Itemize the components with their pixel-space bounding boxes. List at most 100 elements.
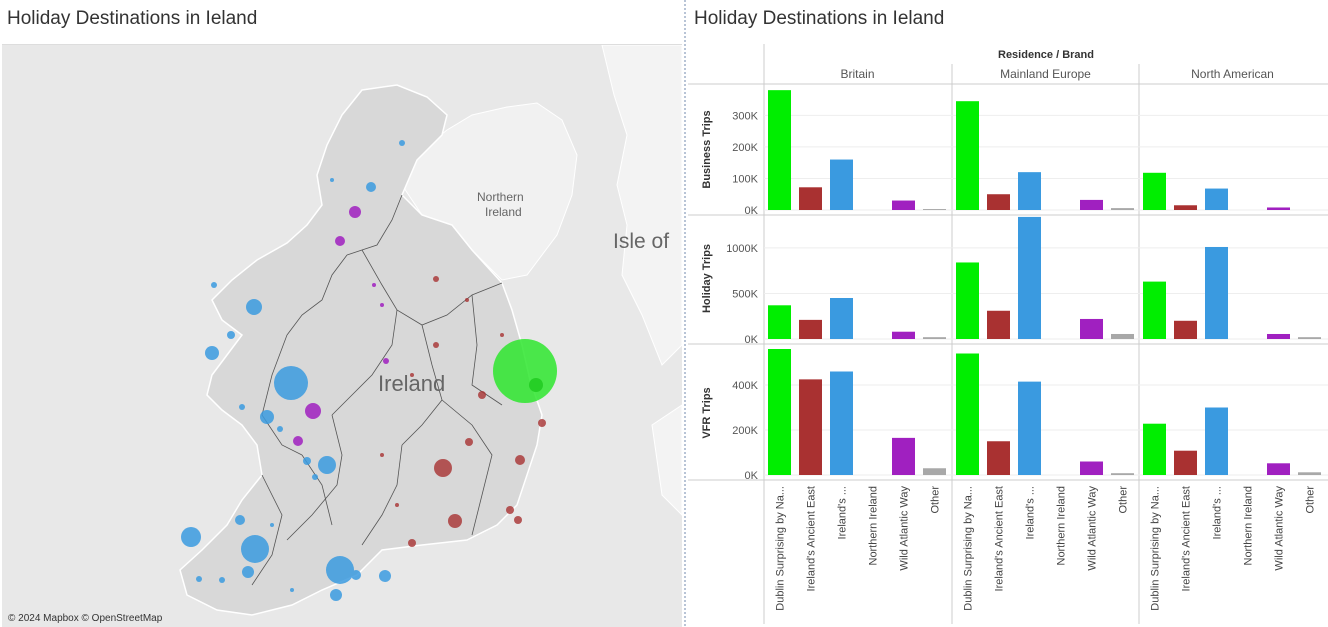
map-marker[interactable]	[380, 303, 384, 307]
bar[interactable]	[923, 209, 946, 210]
map-marker[interactable]	[514, 516, 522, 524]
bar[interactable]	[1267, 207, 1290, 210]
map-marker[interactable]	[433, 276, 439, 282]
map-marker[interactable]	[372, 283, 376, 287]
map-view[interactable]: Northern Ireland Ireland Isle of © 2024 M…	[2, 44, 682, 627]
map-marker[interactable]	[433, 342, 439, 348]
bar-chart[interactable]: Residence / Brand Britain Mainland Europe N…	[688, 40, 1328, 624]
bar[interactable]	[1018, 216, 1041, 339]
bar[interactable]	[1143, 172, 1166, 210]
dublin-marker[interactable]	[493, 339, 557, 403]
map-marker[interactable]	[506, 506, 514, 514]
bar[interactable]	[1205, 407, 1228, 476]
map-marker[interactable]	[227, 331, 235, 339]
bar[interactable]	[956, 101, 979, 210]
bar[interactable]	[799, 187, 822, 210]
map-marker[interactable]	[219, 577, 225, 583]
bar[interactable]	[1174, 320, 1197, 339]
bar[interactable]	[1111, 473, 1134, 475]
map-marker[interactable]	[239, 404, 245, 410]
bar[interactable]	[1267, 333, 1290, 339]
map-marker[interactable]	[383, 358, 389, 364]
map-marker[interactable]	[395, 503, 399, 507]
map-marker[interactable]	[241, 535, 269, 563]
map-marker[interactable]	[305, 403, 321, 419]
map-marker[interactable]	[410, 373, 414, 377]
map-marker[interactable]	[379, 570, 391, 582]
bar[interactable]	[1298, 472, 1321, 475]
bar[interactable]	[987, 194, 1010, 210]
map-marker[interactable]	[293, 436, 303, 446]
map-marker[interactable]	[242, 566, 254, 578]
bar[interactable]	[768, 90, 791, 210]
map-marker[interactable]	[448, 514, 462, 528]
map-marker[interactable]	[408, 539, 416, 547]
map-marker[interactable]	[515, 455, 525, 465]
purple-markers[interactable]	[293, 206, 389, 446]
bar[interactable]	[923, 337, 946, 339]
bar[interactable]	[956, 262, 979, 339]
map-marker[interactable]	[326, 556, 354, 584]
map-marker[interactable]	[500, 333, 504, 337]
map-marker[interactable]	[290, 588, 294, 592]
bar[interactable]	[1298, 337, 1321, 339]
map-marker[interactable]	[205, 346, 219, 360]
map-marker[interactable]	[478, 391, 486, 399]
wild-atlantic-way-markers[interactable]	[181, 140, 405, 601]
bar[interactable]	[1205, 246, 1228, 339]
bar[interactable]	[1174, 450, 1197, 475]
map-marker[interactable]	[235, 515, 245, 525]
map-marker[interactable]	[465, 298, 469, 302]
bar[interactable]	[799, 379, 822, 475]
bar[interactable]	[1018, 172, 1041, 210]
bar[interactable]	[1080, 461, 1103, 476]
map-attribution[interactable]: © 2024 Mapbox © OpenStreetMap	[8, 613, 163, 624]
ancient-east-markers[interactable]	[380, 276, 546, 547]
bar[interactable]	[1174, 205, 1197, 210]
bar[interactable]	[923, 468, 946, 475]
bar[interactable]	[1143, 281, 1166, 339]
bar[interactable]	[830, 371, 853, 476]
panel-divider[interactable]	[684, 0, 686, 626]
bar[interactable]	[892, 331, 915, 339]
map-marker[interactable]	[246, 299, 262, 315]
bar[interactable]	[768, 305, 791, 339]
bar[interactable]	[799, 319, 822, 339]
bar[interactable]	[892, 200, 915, 210]
map-marker[interactable]	[270, 523, 274, 527]
map-marker[interactable]	[277, 426, 283, 432]
bar[interactable]	[956, 353, 979, 476]
bar[interactable]	[1205, 188, 1228, 210]
map-marker[interactable]	[434, 459, 452, 477]
bar[interactable]	[987, 441, 1010, 475]
map-marker[interactable]	[303, 457, 311, 465]
map-marker[interactable]	[335, 236, 345, 246]
map-marker[interactable]	[349, 206, 361, 218]
map-marker[interactable]	[399, 140, 405, 146]
map-marker[interactable]	[380, 453, 384, 457]
map-marker[interactable]	[351, 570, 361, 580]
map-marker[interactable]	[312, 474, 318, 480]
map-marker[interactable]	[318, 456, 336, 474]
bar[interactable]	[1018, 381, 1041, 475]
map-marker[interactable]	[366, 182, 376, 192]
bar[interactable]	[1111, 333, 1134, 339]
bar[interactable]	[1267, 463, 1290, 475]
bar[interactable]	[830, 298, 853, 339]
map-marker[interactable]	[181, 527, 201, 547]
bar[interactable]	[768, 349, 791, 475]
map-marker[interactable]	[274, 366, 308, 400]
map-marker[interactable]	[211, 282, 217, 288]
bar[interactable]	[1080, 318, 1103, 339]
dublin-marker-inner[interactable]	[529, 378, 543, 392]
map-marker[interactable]	[538, 419, 546, 427]
map-marker[interactable]	[465, 438, 473, 446]
bar[interactable]	[1143, 423, 1166, 475]
map-marker[interactable]	[330, 178, 334, 182]
map-marker[interactable]	[196, 576, 202, 582]
map-canvas[interactable]: Northern Ireland Ireland Isle of	[2, 45, 682, 627]
bar[interactable]	[1080, 199, 1103, 210]
bar[interactable]	[892, 437, 915, 475]
bar[interactable]	[987, 310, 1010, 339]
map-marker[interactable]	[330, 589, 342, 601]
